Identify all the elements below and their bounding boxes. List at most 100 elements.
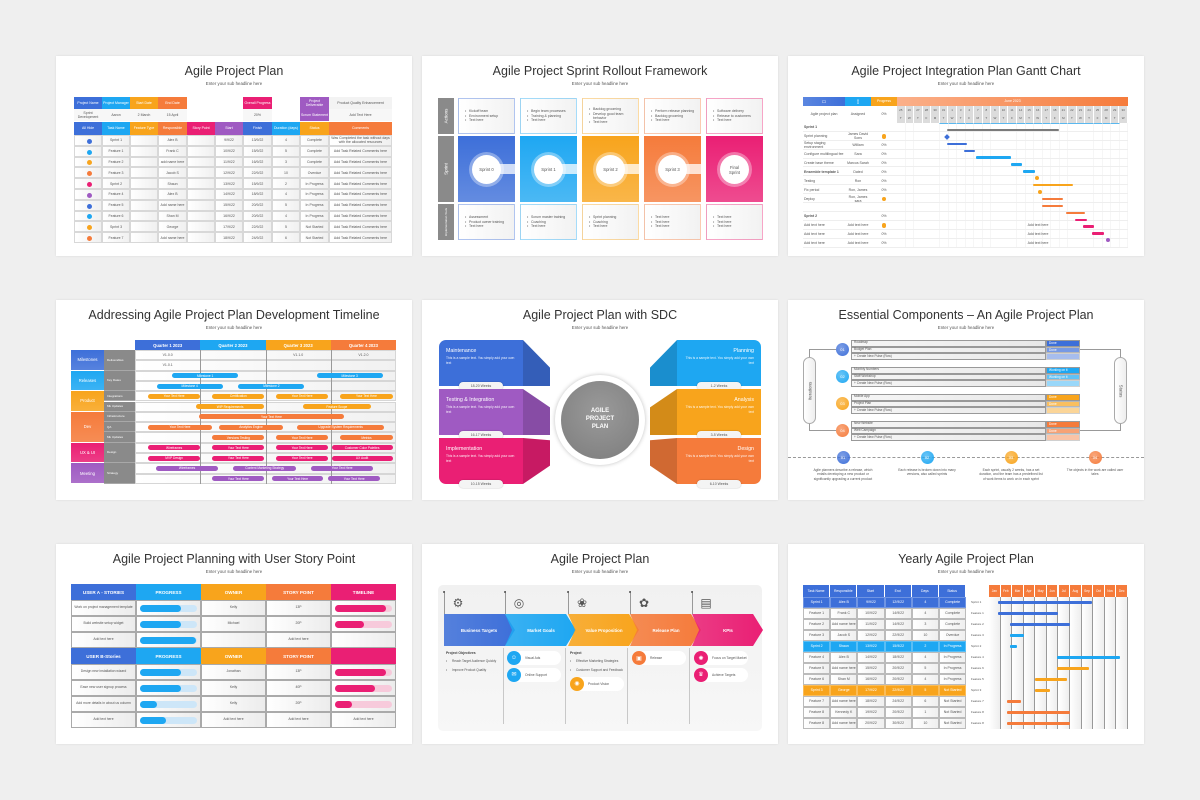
info-value: Add Text Here — [329, 109, 392, 121]
quarter-header: Quarter 3 2023 — [265, 340, 331, 350]
gantt-bar — [1009, 623, 1071, 626]
table-cell: 14/9/22 — [215, 189, 243, 200]
stage-pin-dot — [629, 590, 632, 593]
table-cell: 3 — [911, 619, 939, 630]
timeline-bar-track — [335, 620, 392, 628]
bullet-list: Text hereText hereText here — [713, 215, 760, 229]
slide-thumbnail-6[interactable]: Essential Components – An Agile Project … — [788, 300, 1144, 500]
table-cell: Add Task Related Comments here — [329, 167, 392, 179]
table-cell — [130, 156, 158, 168]
phase-duration: 6-10 Weeks — [697, 480, 741, 488]
timeline-bar: Your Text Here — [276, 393, 328, 399]
timeline-bar-fill — [335, 684, 375, 692]
table-cell: Complete — [939, 608, 967, 619]
month-column — [1035, 597, 1047, 729]
date-cell: 25 — [1093, 106, 1103, 115]
pulse-item[interactable]: + Create New Pulse (Row) — [851, 434, 1046, 441]
stage-arrow[interactable]: KPIs — [692, 614, 763, 646]
column-header: Responsible — [830, 585, 858, 597]
timeline-bar: Your Text Here — [271, 476, 324, 482]
stage-arrow[interactable]: Value Proposition — [568, 614, 639, 646]
table-cell — [74, 189, 102, 200]
status-dot — [86, 182, 92, 188]
plan-name: Agile project plan — [810, 112, 838, 117]
category-label: Meeting — [71, 463, 104, 484]
timeline-bar-fill — [335, 604, 387, 612]
gantt-bar — [1092, 232, 1105, 235]
table-cell: 5 — [272, 221, 300, 233]
table-cell: 6 — [911, 696, 939, 707]
table-cell: Feature 8 — [803, 707, 831, 718]
pulse-item: New Website — [851, 421, 1046, 428]
table-cell: 22/9/22 — [884, 685, 912, 696]
timeline-bar: Your Text Here — [276, 435, 328, 440]
content-icon-item: ☺ Visual Ads — [507, 651, 561, 665]
list-item: Assessment — [465, 215, 512, 219]
table-cell: 22/9/22 — [884, 630, 912, 641]
task-progress: 0% — [881, 161, 887, 166]
task-name: Sprint 1 — [804, 125, 818, 130]
category-label: Milestones — [71, 350, 104, 371]
table-cell: Shaun — [830, 641, 858, 652]
group-number: 01 — [836, 343, 849, 356]
timeline-bar: Analytics Engine — [219, 424, 283, 430]
table-cell: Not Started — [939, 718, 967, 729]
pulse-item[interactable]: + Create New Pulse (Row) — [851, 353, 1046, 360]
timeline-bar: Your Text Here — [148, 393, 200, 399]
table-cell: 16/9/22 — [243, 156, 272, 168]
column-header: Finish — [243, 122, 272, 135]
timeline-bar: UX Audit — [331, 455, 393, 461]
table-cell: In Progress — [300, 210, 329, 222]
gear-box-icon: ✿ — [638, 596, 650, 610]
progress-dot-icon — [881, 134, 886, 139]
slide-title: Essential Components – An Agile Project … — [838, 308, 1094, 322]
gantt-bar — [1035, 678, 1067, 681]
gantt-row-label: Feature 6 — [971, 665, 984, 670]
table-cell: Add name here — [830, 718, 858, 729]
gantt-bar — [1082, 225, 1094, 228]
date-cell: 4 — [965, 106, 974, 115]
info-value: 20% — [243, 109, 272, 121]
gantt-bar — [975, 156, 1011, 159]
date-cell: 30 — [1119, 106, 1128, 115]
pulse-item[interactable]: + Create New Pulse (Row) — [851, 407, 1046, 414]
slide-thumbnail-3[interactable]: Agile Project Integration Plan Gantt Cha… — [788, 56, 1144, 256]
slide-thumbnail-4[interactable]: Addressing Agile Project Plan Developmen… — [56, 300, 412, 500]
stage-arrow[interactable]: Release Plan — [630, 614, 701, 646]
version-label: V1.2.0 — [358, 353, 369, 358]
pulse-status: Done — [1046, 394, 1080, 401]
task-note: Add text here — [1027, 241, 1049, 246]
table-cell — [71, 680, 136, 696]
task-name: Sprint planning — [804, 134, 828, 139]
stage-arrow[interactable]: Market Goals — [505, 614, 576, 646]
task-name: Add text here — [804, 232, 825, 237]
slide-thumbnail-1[interactable]: Agile Project Plan Enter your sub headlin… — [56, 56, 412, 256]
subcategory-label: Mk Updates — [104, 401, 135, 412]
slide-thumbnail-2[interactable]: Agile Project Sprint Rollout Framework En… — [422, 56, 778, 256]
stage-arrow[interactable]: Business Targets — [444, 614, 515, 646]
info-label: Start Date — [130, 97, 158, 109]
task-assignee: James David Sons — [847, 132, 869, 141]
column-header: USER A - STORIES — [71, 584, 136, 600]
list-item: Backlog grooming — [589, 107, 636, 111]
assigned-header: Assigned — [850, 112, 866, 117]
weekday-cell: W — [1033, 114, 1043, 123]
slide-thumbnail-8[interactable]: Agile Project Plan Enter your sub headlin… — [422, 544, 778, 744]
slide-thumbnail-7[interactable]: Agile Project Planning with User Story P… — [56, 544, 412, 744]
status-dot — [86, 138, 92, 144]
weekday-cell: F — [1093, 114, 1103, 123]
table-cell — [130, 232, 158, 243]
slide-thumbnail-5[interactable]: Agile Project Plan with SDC Enter your su… — [422, 300, 778, 500]
table-cell: Shan M — [830, 674, 858, 685]
table-cell: In Progress — [939, 663, 967, 674]
pulse-item[interactable]: + Create New Pulse (Row) — [851, 380, 1046, 387]
timeline-bar: Milestone 1 — [172, 373, 239, 379]
table-cell — [201, 712, 266, 728]
table-cell: 10/9/22 — [857, 608, 885, 619]
slide-thumbnail-9[interactable]: Yearly Agile Project Plan Enter your sub … — [788, 544, 1144, 744]
subcategory-label: QA — [104, 422, 135, 433]
table-cell — [74, 199, 102, 211]
date-cell: 7 — [974, 106, 983, 115]
table-cell — [187, 135, 215, 146]
month-column — [1116, 597, 1128, 729]
